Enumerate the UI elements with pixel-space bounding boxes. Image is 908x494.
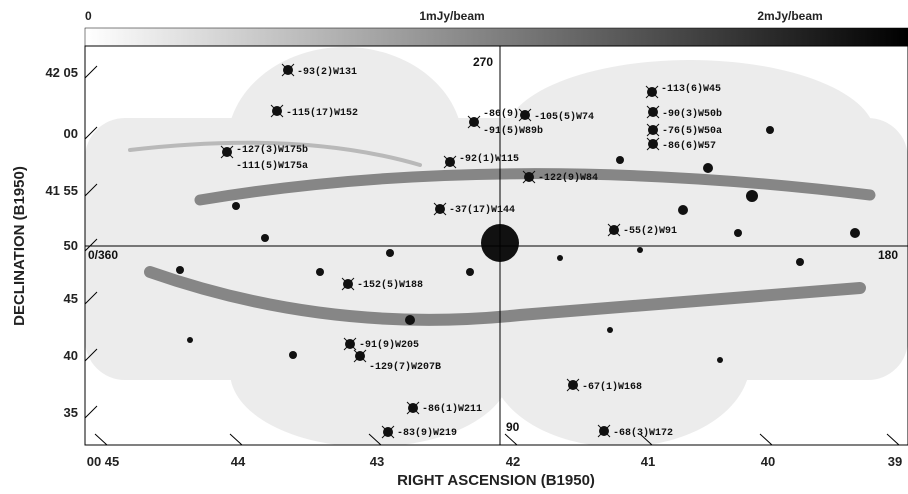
x-tick-label: 44 [231, 454, 246, 469]
x-tick [505, 434, 517, 445]
figure: DECLINATION (B1950) RIGHT ASCENSION (B19… [0, 0, 908, 494]
y-tick-label: 41 55 [45, 183, 78, 198]
y-tick-label: 50 [64, 238, 78, 253]
x-tick [760, 434, 772, 445]
map [85, 47, 908, 447]
x-tick-label: 00 45 [87, 454, 120, 469]
source-label: -152(5)W188 [357, 279, 423, 291]
source-label: -92(1)W115 [459, 153, 519, 165]
y-tick-label: 42 05 [45, 65, 78, 80]
source-label: -115(17)W152 [286, 107, 358, 119]
source-label: -86(9) [483, 108, 519, 120]
y-tick [85, 66, 97, 78]
crosshair-label: 180 [878, 248, 898, 262]
source-label: -86(1)W211 [422, 403, 482, 415]
colorbar-label: 1mJy/beam [419, 9, 484, 23]
source-label: -55(2)W91 [623, 225, 677, 237]
source-label: -86(6)W57 [662, 140, 716, 152]
source-label: -91(5)W89b [483, 125, 543, 137]
source-label: -83(9)W219 [397, 427, 457, 439]
crosshair-label: 0/360 [88, 248, 118, 262]
source-label: -91(9)W205 [359, 339, 419, 351]
x-axis-title: RIGHT ASCENSION (B1950) [397, 472, 595, 489]
source-label: -122(9)W84 [538, 172, 598, 184]
x-tick-label: 39 [888, 454, 902, 469]
y-tick [85, 406, 97, 418]
source-label: -68(3)W172 [613, 427, 673, 439]
x-tick [95, 434, 107, 445]
source-label: -113(6)W45 [661, 83, 721, 95]
y-tick-label: 35 [64, 405, 78, 420]
y-tick-label: 40 [64, 348, 78, 363]
source-label: -67(1)W168 [582, 381, 642, 393]
source-label: -37(17)W144 [449, 204, 515, 216]
x-tick-label: 42 [506, 454, 520, 469]
colorbar [85, 28, 908, 46]
colorbar-label: 2mJy/beam [757, 9, 822, 23]
y-tick-label: 45 [64, 291, 78, 306]
source-label: -93(2)W131 [297, 66, 357, 78]
x-tick [887, 434, 899, 445]
y-axis-title: DECLINATION (B1950) [11, 166, 28, 326]
source-label: -127(3)W175b [236, 144, 308, 156]
x-tick-label: 43 [370, 454, 384, 469]
source-label: -129(7)W207B [369, 361, 441, 373]
source-label: -76(5)W50a [662, 125, 722, 137]
y-tick-label: 00 [64, 126, 78, 141]
x-tick [230, 434, 242, 445]
x-tick-label: 40 [761, 454, 775, 469]
colorbar-label: 0 [85, 9, 92, 23]
x-tick-label: 41 [641, 454, 655, 469]
source-label: -105(5)W74 [534, 111, 594, 123]
source-label: -90(3)W50b [662, 108, 722, 120]
crosshair-label: 90 [506, 420, 520, 434]
crosshair-label: 270 [473, 55, 493, 69]
source-label: -111(5)W175a [236, 160, 308, 172]
